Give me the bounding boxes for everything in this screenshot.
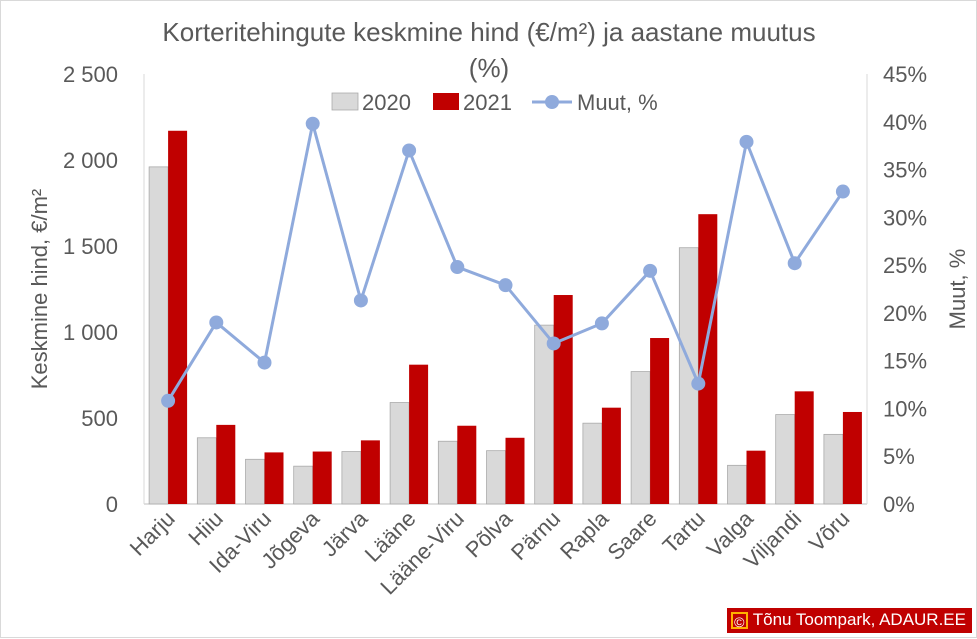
y-tick-label: 0: [106, 492, 118, 517]
chart-title-line-2: (%): [469, 53, 509, 83]
bar-2021: [216, 424, 236, 504]
line-point: [353, 293, 368, 308]
bar-2021: [409, 364, 429, 504]
credit-badge: © Tõnu Toompark, ADAUR.EE: [726, 608, 972, 633]
y2-tick-label: 10%: [883, 396, 927, 421]
y2-tick-label: 30%: [883, 205, 927, 230]
y-tick-label: 2 000: [63, 148, 118, 173]
y2-tick-label: 20%: [883, 301, 927, 326]
legend-label-2021: 2021: [463, 90, 512, 115]
line-point: [643, 263, 658, 278]
bar-2020: [196, 437, 217, 505]
y-tick-label: 500: [81, 406, 118, 431]
line-point: [691, 376, 706, 391]
bar-2020: [437, 440, 458, 505]
bar-2020: [823, 433, 844, 505]
x-tick-label: Pärnu: [506, 506, 565, 565]
line-point: [257, 355, 272, 370]
line-point: [835, 184, 850, 199]
bar-2020: [148, 166, 169, 505]
bar-2021: [794, 391, 814, 504]
legend-swatch-marker: [545, 95, 559, 109]
line-point: [739, 134, 754, 149]
x-tick-label: Võru: [804, 506, 855, 557]
y-tick-label: 2 500: [63, 62, 118, 87]
bar-2021: [505, 437, 525, 504]
y-tick-label: 1 500: [63, 234, 118, 259]
bar-2020: [341, 451, 362, 505]
y2-tick-label: 35%: [883, 158, 927, 183]
bar-2021: [746, 450, 766, 504]
y2-tick-label: 45%: [883, 62, 927, 87]
line-point: [594, 316, 609, 331]
y2-tick-label: 40%: [883, 110, 927, 135]
bar-2020: [293, 465, 314, 505]
line-point: [402, 143, 417, 158]
y-axis-title: Keskmine hind, €/m²: [27, 189, 52, 390]
x-tick-label: Saare: [602, 506, 661, 565]
y-tick-label: 1 000: [63, 320, 118, 345]
legend-label-muut: Muut, %: [577, 90, 658, 115]
y2-tick-label: 15%: [883, 349, 927, 374]
y2-tick-label: 0%: [883, 492, 915, 517]
bar-2021: [168, 130, 188, 504]
legend-swatch-2020: [331, 92, 359, 111]
legend-label-2020: 2020: [362, 90, 411, 115]
credit-text: Tõnu Toompark, ADAUR.EE: [752, 610, 966, 629]
chart-legend: 2020 2021 Muut, %: [331, 90, 658, 115]
line-point: [161, 393, 176, 408]
bar-2021: [553, 295, 573, 504]
bar-2020: [775, 414, 796, 505]
chart-title-line-1: Korteritehingute keskmine hind (€/m²) ja…: [162, 17, 815, 47]
copyright-icon: ©: [730, 611, 748, 630]
line-point: [305, 116, 320, 131]
x-tick-label: Harju: [125, 506, 180, 561]
bar-2021: [650, 338, 670, 504]
chart-line-series: [161, 116, 850, 408]
bar-2021: [698, 214, 718, 504]
y2-tick-label: 5%: [883, 444, 915, 469]
line-point: [450, 260, 465, 275]
line-point: [209, 315, 224, 330]
y2-tick-label: 25%: [883, 253, 927, 278]
line-point: [498, 278, 513, 293]
bar-2021: [312, 451, 332, 504]
x-tick-label: Rapla: [555, 505, 614, 564]
bar-2020: [389, 402, 410, 505]
bar-2021: [457, 425, 477, 504]
bar-2020: [727, 464, 747, 505]
line-point: [787, 256, 802, 271]
bar-2020: [534, 324, 555, 505]
bar-2020: [245, 458, 265, 505]
bar-2021: [601, 407, 621, 504]
bar-2020: [486, 450, 506, 505]
bar-2021: [264, 452, 284, 504]
bar-2020: [630, 371, 651, 505]
bar-2021: [842, 411, 862, 504]
x-tick-label: Põlva: [460, 505, 517, 562]
x-tick-label: Tartu: [658, 506, 710, 558]
line-point: [546, 336, 561, 351]
bar-2020: [582, 422, 603, 505]
legend-swatch-2021: [433, 93, 459, 110]
chart-bars: [148, 130, 862, 505]
bar-2021: [360, 440, 380, 504]
y2-axis-title: Muut, %: [945, 249, 970, 330]
